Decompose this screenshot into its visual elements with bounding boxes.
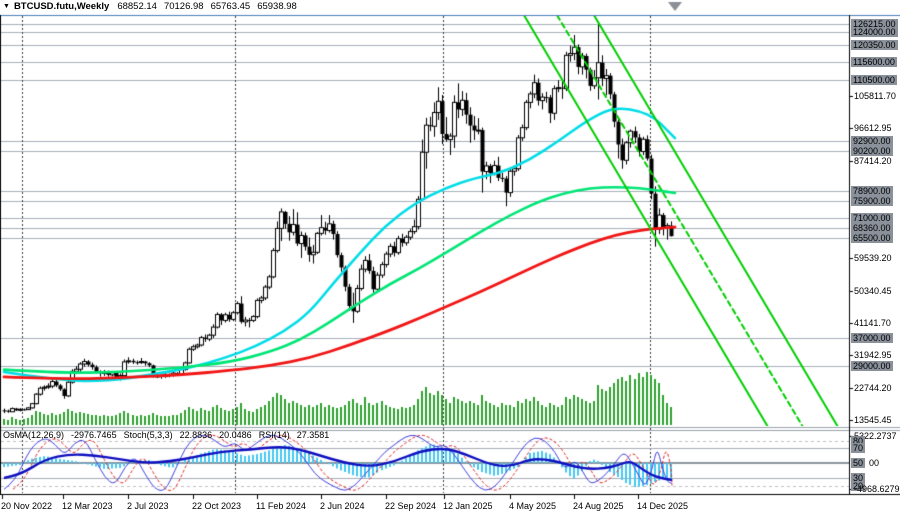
price-level-label: 68360.00: [851, 223, 893, 233]
price-tick-label: 22744.20: [854, 383, 892, 393]
price-level-label: 90200.00: [851, 146, 893, 156]
price-level-label: 126215.00: [851, 19, 898, 29]
chart-title: ▼ BTCUSD.futu,Weekly 68852.14 70126.98 65763…: [3, 1, 304, 12]
symbol-dropdown-icon[interactable]: ▼: [3, 3, 10, 10]
rsi-value-label: 27.3581: [296, 430, 330, 440]
time-axis-label: 12 Jan 2025: [443, 501, 493, 511]
indicator-level-label: 30: [851, 473, 866, 483]
time-axis-label: 20 Nov 2022: [1, 501, 53, 511]
stoch-k-value-label: 22.8836: [179, 430, 213, 440]
time-axis-label: 11 Feb 2024: [256, 501, 306, 511]
price-level-label: 120350.00: [851, 40, 898, 50]
ohlc-open: 68852.14: [117, 1, 157, 12]
price-tick-label: 13545.45: [854, 415, 892, 425]
price-level-label: 78900.00: [851, 186, 893, 196]
time-axis-label: 2 Jul 2023: [127, 501, 169, 511]
indicator-level-label: 70: [851, 443, 866, 453]
ohlc-low: 65763.45: [210, 1, 251, 12]
ohlc-close: 65938.98: [257, 1, 297, 12]
price-level-label: 71000.00: [851, 213, 893, 223]
indicator-level-label: 20: [851, 481, 866, 491]
price-tick-label: 41141.70: [854, 318, 891, 328]
price-tick-label: 59539.20: [854, 253, 892, 263]
indicator-scale-top-label: 5322.2737: [854, 431, 897, 441]
time-axis-label: 12 Mar 2023: [62, 501, 113, 511]
time-axis-label: 4 May 2025: [509, 501, 557, 511]
price-tick-label: 96612.95: [854, 123, 892, 133]
indicator-level-label: 50: [851, 458, 866, 468]
price-tick-label: 50340.45: [854, 286, 892, 296]
indicator-zero-overlap-label: 00: [869, 458, 880, 468]
price-level-label: 75900.00: [851, 196, 893, 206]
stoch-name-label: Stoch(5,3,3): [123, 430, 173, 440]
indicator-scale-bottom-label: -4968.6279: [854, 484, 900, 494]
price-tick-label: 31942.95: [854, 350, 892, 360]
price-level-label: 124000.00: [851, 27, 898, 37]
price-level-label: 92900.00: [851, 136, 893, 146]
price-level-label: 37000.00: [851, 333, 893, 343]
price-level-label: 65500.00: [851, 233, 893, 243]
osma-value-label: -2976.7465: [71, 430, 117, 440]
price-tick-label: 105811.70: [854, 91, 896, 101]
price-level-label: 110500.00: [851, 75, 897, 85]
time-axis-label: 22 Sep 2024: [385, 501, 437, 511]
stoch-d-value-label: 20.0486: [219, 430, 252, 440]
indicator-level-label: 80: [851, 436, 866, 446]
indicator-labels: OsMA(12,26,9) -2976.7465 Stoch(5,3,3) 22.88…: [3, 430, 336, 440]
rsi-name-label: RSI(14): [258, 430, 290, 440]
symbol-period-label: BTCUSD.futu,Weekly: [13, 1, 110, 12]
ohlc-high: 70126.98: [163, 1, 204, 12]
price-tick-label: 87414.20: [854, 156, 892, 166]
price-level-label: 115600.00: [851, 57, 897, 67]
time-axis-label: 14 Dec 2025: [637, 501, 689, 511]
osma-name-label: OsMA(12,26,9): [3, 430, 65, 440]
time-axis-label: 2 Jun 2024: [320, 501, 365, 511]
price-level-label: 29000.00: [851, 361, 893, 371]
time-axis-label: 22 Oct 2023: [192, 501, 242, 511]
time-axis-label: 24 Aug 2025: [573, 501, 624, 511]
